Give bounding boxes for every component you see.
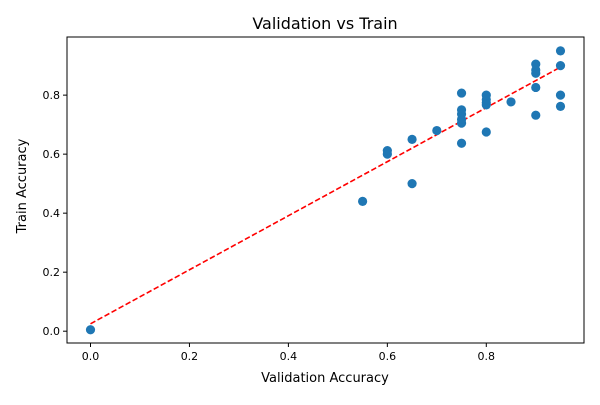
- y-tick-label: 0.6: [43, 148, 61, 161]
- x-tick-label: 0.8: [478, 350, 496, 363]
- x-tick-label: 0.2: [181, 350, 199, 363]
- scatter-point: [555, 90, 566, 100]
- scatter-point: [481, 127, 491, 137]
- x-axis-label: Validation Accuracy: [261, 371, 389, 386]
- scatter-point: [481, 90, 491, 100]
- scatter-point: [506, 97, 516, 107]
- y-tick-label: 0.0: [43, 325, 61, 338]
- scatter-point: [358, 196, 368, 206]
- x-tick-label: 0.6: [379, 350, 397, 363]
- axes-frame: [66, 36, 585, 344]
- scatter-point: [456, 138, 467, 148]
- y-tick-label: 0.2: [43, 266, 61, 279]
- scatter-point: [531, 110, 541, 120]
- x-tick-label: 0.0: [82, 350, 100, 363]
- y-tick-label: 0.8: [43, 89, 61, 102]
- scatter-point: [555, 61, 566, 71]
- plot-area: 0.0 0.2 0.4 0.6 0.8 0.0 0.2 0.4 0.6 0.8: [43, 36, 585, 363]
- scatter-point: [407, 179, 417, 189]
- scatter-point: [456, 105, 467, 115]
- scatter-point: [432, 125, 442, 136]
- scatter-point: [85, 325, 96, 335]
- scatter-point: [456, 88, 467, 98]
- scatter-point: [555, 46, 566, 56]
- chart-title: Validation vs Train: [252, 14, 397, 33]
- y-tick-label: 0.4: [43, 207, 61, 220]
- scatter-point: [407, 134, 417, 144]
- trend-line: [90, 66, 561, 325]
- x-tick-label: 0.4: [280, 350, 298, 363]
- y-axis-label: Train Accuracy: [15, 138, 30, 234]
- scatter-point: [531, 59, 541, 69]
- scatter-point: [555, 101, 566, 111]
- scatter-point: [382, 146, 392, 156]
- scatter-point: [531, 82, 541, 93]
